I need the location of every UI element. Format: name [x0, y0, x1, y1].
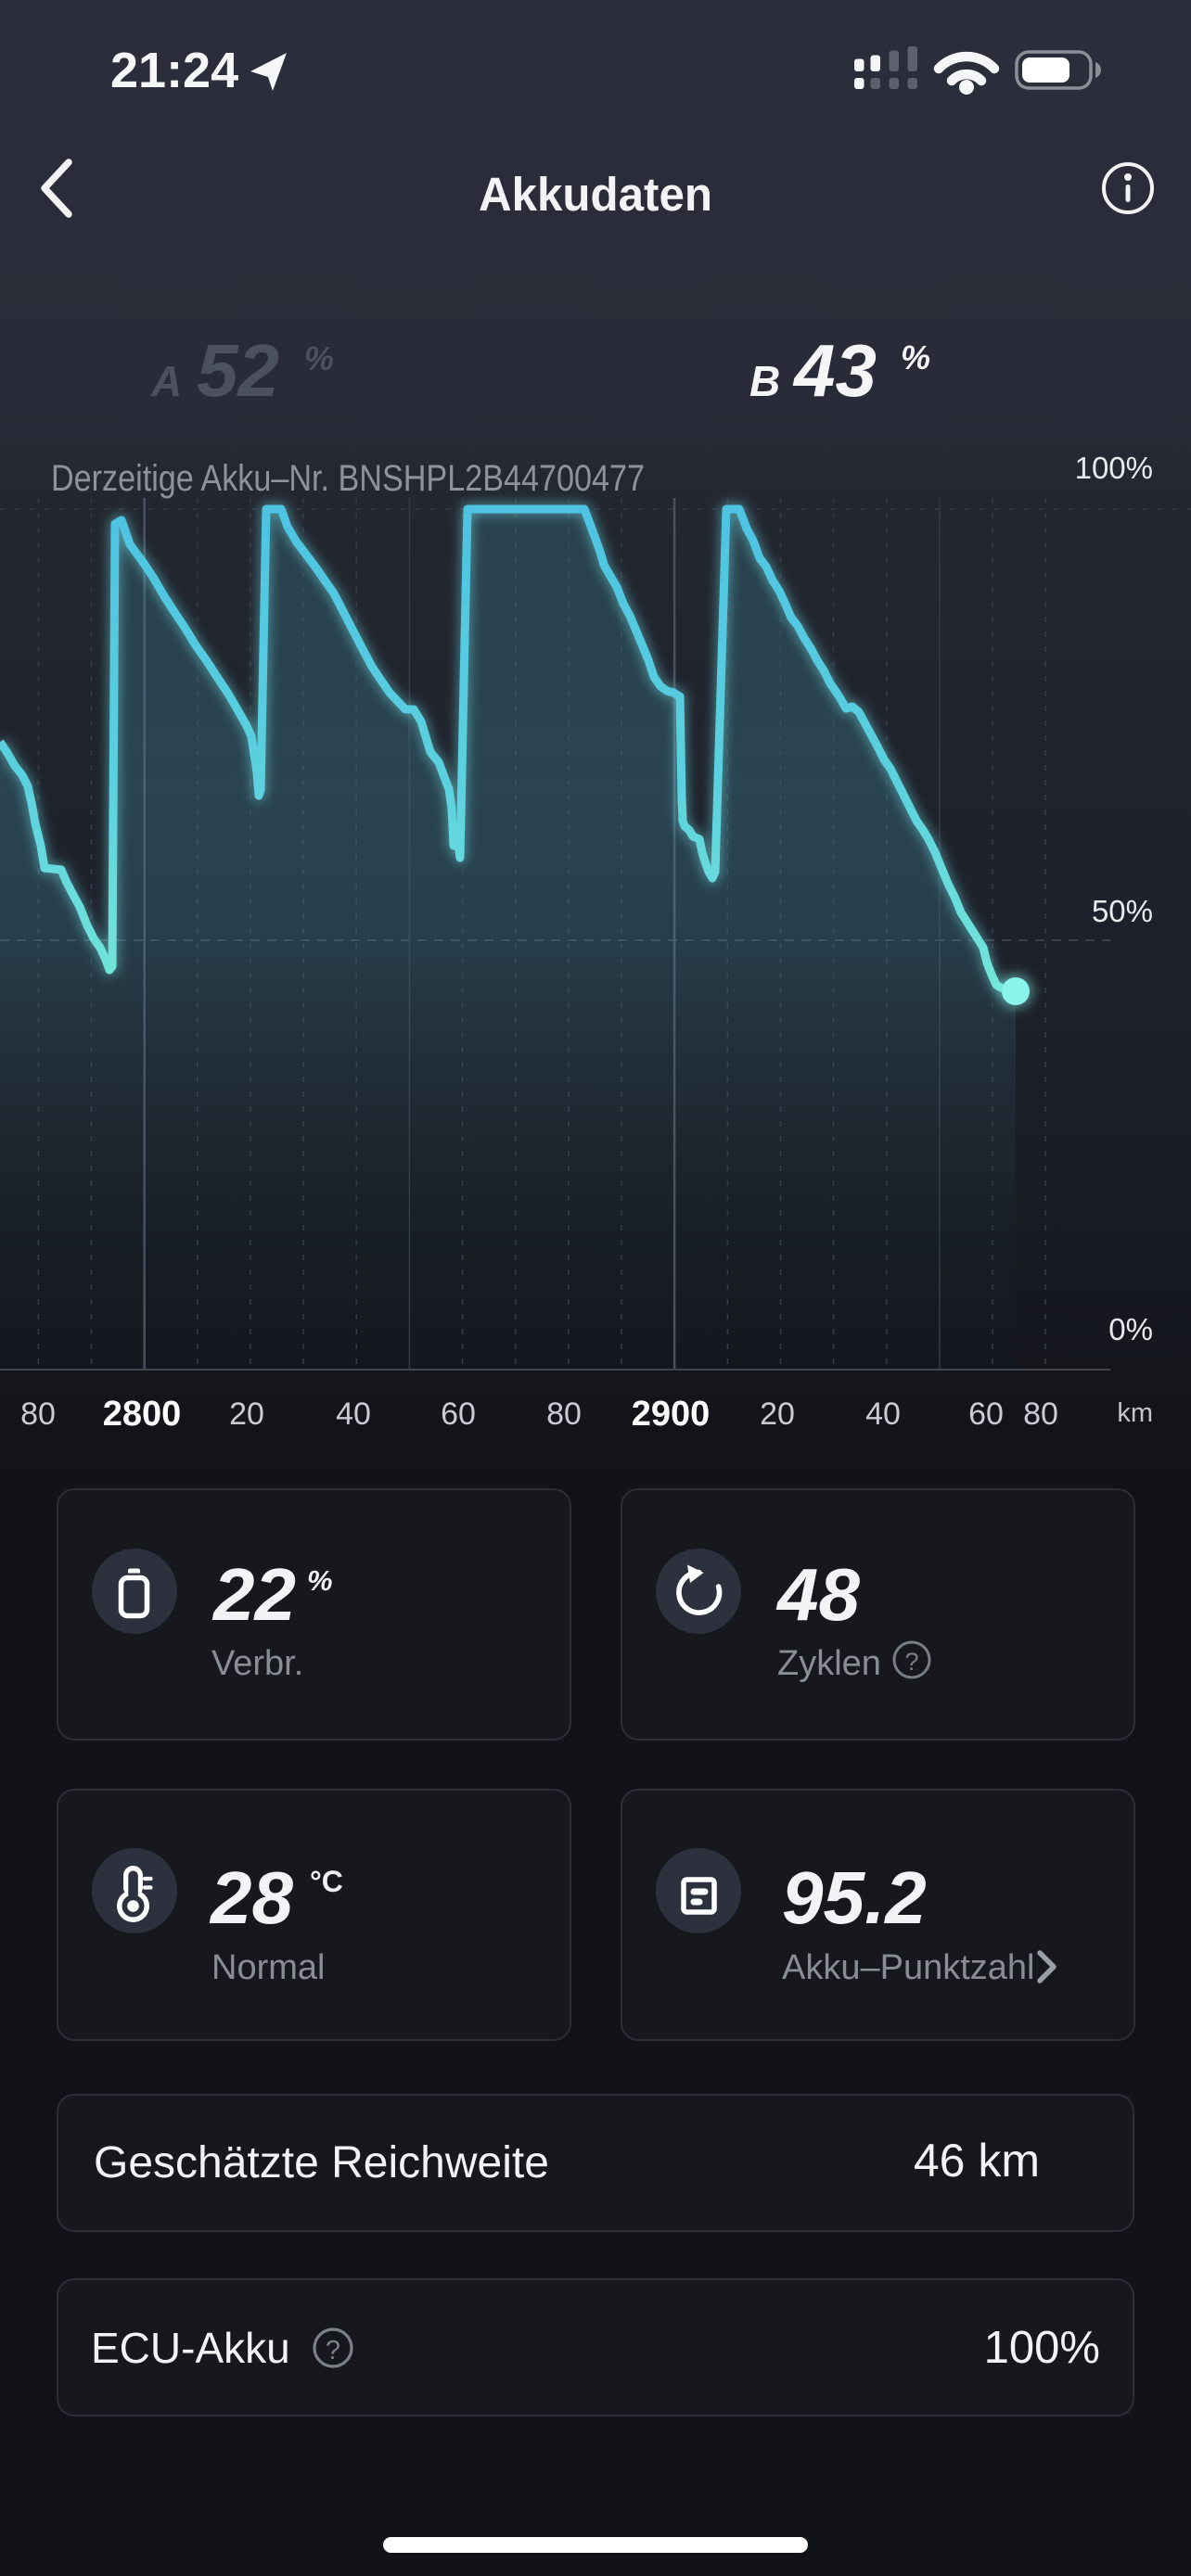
svg-text:20: 20 — [760, 1396, 795, 1432]
svg-text:43: 43 — [792, 329, 877, 412]
svg-text:°C: °C — [310, 1865, 343, 1898]
svg-text:Zyklen: Zyklen — [777, 1644, 881, 1683]
svg-text:2900: 2900 — [632, 1395, 711, 1434]
svg-text:50%: 50% — [1092, 894, 1153, 928]
svg-text:100%: 100% — [984, 2323, 1100, 2373]
svg-text:40: 40 — [865, 1396, 901, 1432]
svg-text:48: 48 — [775, 1553, 860, 1636]
svg-text:40: 40 — [336, 1396, 371, 1432]
svg-text:21:24: 21:24 — [110, 43, 238, 98]
svg-text:20: 20 — [229, 1396, 264, 1432]
svg-text:Derzeitige Akku–Nr. BNSHPL2B44: Derzeitige Akku–Nr. BNSHPL2B44700477 — [51, 458, 645, 499]
svg-text:B: B — [749, 357, 780, 405]
svg-text:A: A — [150, 357, 182, 405]
svg-text:Normal: Normal — [211, 1948, 325, 1987]
svg-text:80: 80 — [20, 1396, 56, 1432]
svg-text:Akkudaten: Akkudaten — [479, 168, 712, 221]
svg-text:100%: 100% — [1075, 451, 1153, 485]
svg-text:46 km: 46 km — [914, 2135, 1040, 2187]
svg-text:60: 60 — [968, 1396, 1004, 1432]
svg-text:0%: 0% — [1108, 1312, 1153, 1346]
svg-text:Akku–Punktzahl: Akku–Punktzahl — [782, 1948, 1035, 1987]
svg-text:ECU-Akku: ECU-Akku — [91, 2324, 290, 2372]
svg-text:2800: 2800 — [103, 1395, 182, 1434]
svg-text:52: 52 — [197, 329, 279, 412]
svg-text:60: 60 — [441, 1396, 476, 1432]
svg-text:%: % — [304, 339, 334, 377]
svg-text:%: % — [901, 338, 930, 376]
svg-text:Verbr.: Verbr. — [211, 1644, 303, 1683]
svg-text:28: 28 — [209, 1856, 293, 1939]
svg-text:Geschätzte Reichweite: Geschätzte Reichweite — [94, 2138, 549, 2187]
svg-text:95.2: 95.2 — [782, 1856, 927, 1939]
svg-text:?: ? — [904, 1648, 918, 1676]
svg-text:80: 80 — [546, 1396, 582, 1432]
svg-text:?: ? — [326, 2336, 340, 2366]
svg-text:22: 22 — [211, 1553, 296, 1636]
svg-text:80: 80 — [1023, 1396, 1058, 1432]
svg-text:km: km — [1117, 1398, 1153, 1428]
svg-text:%: % — [307, 1564, 333, 1597]
